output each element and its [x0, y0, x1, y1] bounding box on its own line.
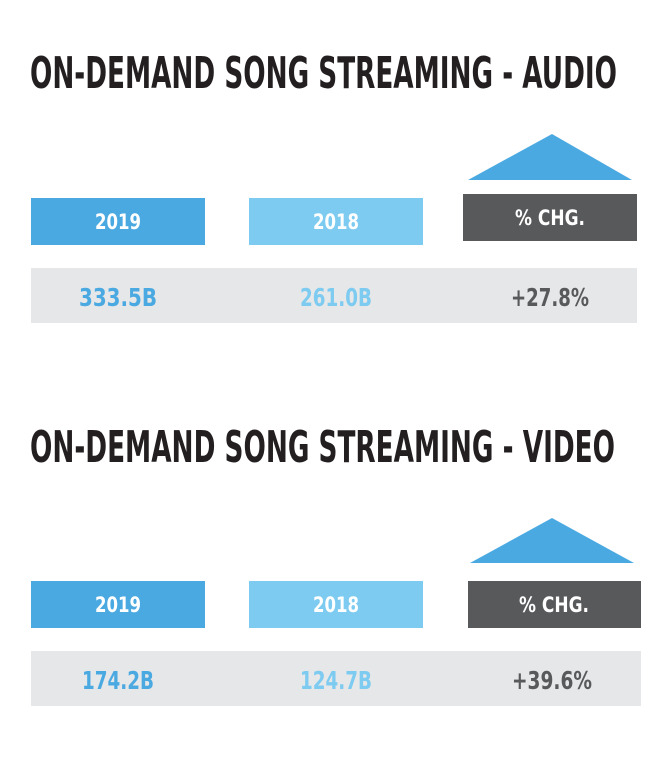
- header-cell: [249, 198, 423, 245]
- audio-section: ON-DEMAND SONG STREAMING - AUDIO 2019 20…: [30, 48, 637, 323]
- video-section: ON-DEMAND SONG STREAMING - VIDEO 2019 20…: [30, 422, 641, 706]
- section-title: ON-DEMAND SONG STREAMING - VIDEO: [30, 422, 615, 473]
- value-row: [31, 651, 641, 706]
- header-cell: [249, 581, 423, 628]
- header-label: 2018: [313, 593, 359, 617]
- value: 174.2B: [82, 666, 154, 695]
- up-arrow: [468, 134, 632, 180]
- header-label: 2019: [95, 210, 141, 234]
- up-arrow: [470, 518, 634, 563]
- value: 261.0B: [300, 283, 372, 312]
- header-cell: [31, 581, 205, 628]
- value-row: [31, 268, 637, 323]
- value: 333.5B: [79, 283, 157, 312]
- header-label: 2018: [313, 210, 359, 234]
- value: +27.8%: [511, 283, 589, 312]
- header-label: % CHG.: [515, 206, 585, 230]
- header-label: 2019: [95, 593, 141, 617]
- header-cell: [468, 581, 641, 628]
- value: +39.6%: [512, 666, 592, 695]
- value: 124.7B: [300, 666, 372, 695]
- header-cell: [31, 198, 205, 245]
- section-title: ON-DEMAND SONG STREAMING - AUDIO: [30, 48, 617, 99]
- header-label: % CHG.: [519, 593, 589, 617]
- header-cell: [463, 194, 637, 241]
